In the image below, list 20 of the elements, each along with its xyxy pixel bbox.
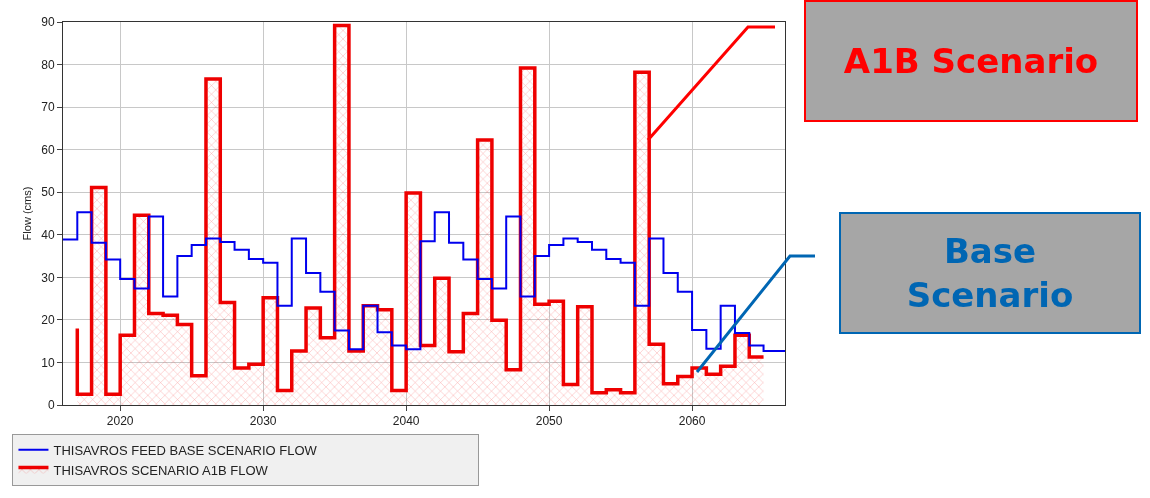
- y-tick-label: 20: [41, 313, 55, 328]
- text: Base Scenario: [906, 230, 1074, 316]
- y-axis-title: Flow (cms): [21, 186, 33, 241]
- legend-label: THISAVROS FEED BASE SCENARIO FLOW: [53, 442, 318, 458]
- y-tick-label: 50: [41, 185, 55, 200]
- y-tick-label: 0: [47, 398, 55, 413]
- y-tick-label: 70: [41, 100, 55, 115]
- y-tick-label: 90: [41, 15, 55, 30]
- y-tick-label: 60: [41, 142, 55, 157]
- y-tick-label: 10: [41, 355, 55, 370]
- x-tick-label: 2060: [678, 414, 706, 429]
- y-tick-label: 30: [41, 270, 55, 285]
- y-tick-label: 80: [41, 57, 55, 72]
- x-tick-label: 2040: [392, 414, 420, 429]
- legend-label: THISAVROS SCENARIO A1B FLOW: [53, 462, 269, 478]
- x-tick-label: 2030: [249, 414, 277, 429]
- x-tick-label: 2020: [106, 414, 134, 429]
- x-tick-label: 2050: [535, 414, 563, 429]
- text: A1B Scenario: [843, 41, 1099, 81]
- y-tick-label: 40: [41, 227, 55, 242]
